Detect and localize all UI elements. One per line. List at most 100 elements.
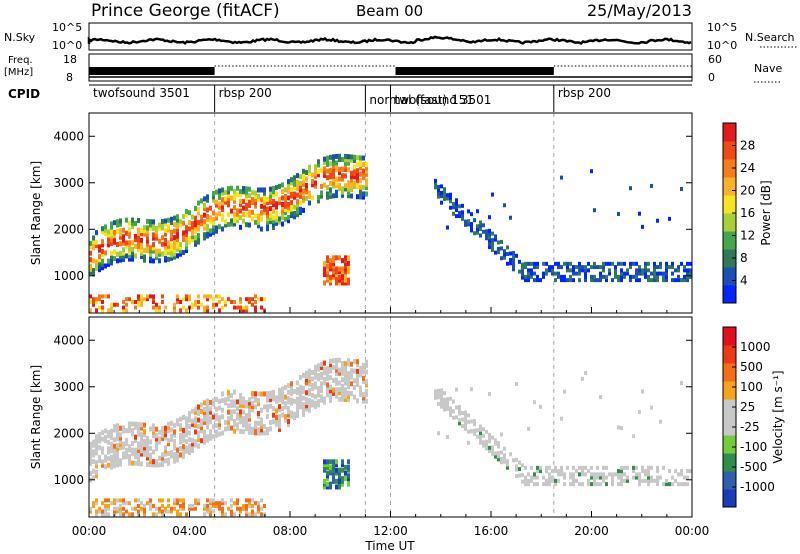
echo-pixel bbox=[584, 265, 587, 270]
echo-pixel bbox=[470, 228, 473, 233]
echo-pixel bbox=[197, 430, 200, 436]
echo-pixel bbox=[113, 509, 116, 514]
echo-pixel bbox=[332, 358, 335, 364]
echo-pixel bbox=[272, 208, 275, 214]
echo-pixel bbox=[92, 258, 95, 264]
echo-pixel bbox=[209, 218, 212, 224]
echo-pixel bbox=[302, 372, 305, 378]
echo-pixel bbox=[170, 236, 173, 242]
echo-pixel bbox=[641, 268, 644, 273]
echo-pixel bbox=[473, 231, 476, 236]
echo-pixel bbox=[254, 308, 257, 313]
echo-pixel bbox=[260, 203, 263, 209]
echo-pixel bbox=[140, 241, 143, 247]
echo-pixel bbox=[182, 431, 185, 437]
echo-pixel bbox=[164, 228, 167, 234]
echo-pixel bbox=[194, 225, 197, 231]
echo-pixel bbox=[641, 465, 644, 470]
echo-pixel bbox=[620, 274, 623, 279]
echo-pixel bbox=[185, 225, 188, 231]
echo-pixel bbox=[365, 178, 368, 184]
echo-pixel bbox=[344, 166, 347, 172]
echo-pixel bbox=[491, 445, 494, 450]
echo-pixel bbox=[539, 278, 542, 283]
echo-pixel bbox=[281, 396, 284, 402]
echo-pixel bbox=[179, 222, 182, 228]
echo-pixel bbox=[440, 391, 443, 396]
echo-pixel bbox=[140, 294, 143, 299]
echo-pixel bbox=[296, 208, 299, 214]
echo-pixel bbox=[434, 392, 437, 397]
echo-pixel bbox=[260, 213, 263, 219]
echo-pixel bbox=[308, 378, 311, 384]
echo-pixel bbox=[137, 299, 140, 304]
echo-pixel bbox=[281, 389, 284, 395]
echo-pixel bbox=[335, 380, 338, 386]
echo-pixel bbox=[356, 378, 359, 384]
echo-pixel bbox=[221, 226, 224, 232]
echo-pixel bbox=[323, 399, 326, 405]
echo-pixel bbox=[449, 413, 452, 418]
echo-pixel bbox=[167, 424, 170, 430]
echo-pixel bbox=[680, 186, 683, 191]
echo-pixel bbox=[266, 219, 269, 225]
echo-pixel bbox=[209, 228, 212, 234]
echo-pixel bbox=[323, 280, 326, 286]
echo-pixel bbox=[299, 397, 302, 403]
echo-pixel bbox=[221, 305, 224, 310]
echo-pixel bbox=[329, 470, 332, 476]
echo-pixel bbox=[353, 358, 356, 364]
echo-pixel bbox=[302, 411, 305, 417]
echo-pixel bbox=[341, 173, 344, 179]
echo-pixel bbox=[101, 252, 104, 258]
echo-pixel bbox=[362, 366, 365, 372]
echo-pixel bbox=[167, 428, 170, 434]
echo-pixel bbox=[311, 399, 314, 405]
echo-pixel bbox=[302, 385, 305, 391]
echo-pixel bbox=[155, 251, 158, 257]
echo-pixel bbox=[671, 278, 674, 283]
echo-pixel bbox=[92, 271, 95, 277]
echo-pixel bbox=[296, 386, 299, 392]
echo-pixel bbox=[242, 186, 245, 192]
echo-pixel bbox=[95, 469, 98, 475]
echo-pixel bbox=[254, 203, 257, 209]
echo-pixel bbox=[557, 478, 560, 483]
echo-pixel bbox=[251, 426, 254, 432]
echo-pixel bbox=[521, 473, 524, 478]
echo-pixel bbox=[212, 220, 215, 226]
echo-pixel bbox=[482, 440, 485, 445]
echo-pixel bbox=[140, 422, 143, 428]
echo-pixel bbox=[245, 202, 248, 208]
echo-pixel bbox=[113, 463, 116, 469]
echo-pixel bbox=[440, 184, 443, 189]
echo-pixel bbox=[332, 258, 335, 264]
echo-pixel bbox=[92, 501, 95, 506]
echo-pixel bbox=[131, 299, 134, 304]
echo-pixel bbox=[347, 180, 350, 186]
echo-pixel bbox=[275, 415, 278, 421]
echo-pixel bbox=[350, 187, 353, 193]
echo-pixel bbox=[218, 224, 221, 230]
echo-pixel bbox=[185, 297, 188, 302]
echo-pixel bbox=[134, 437, 137, 443]
echo-pixel bbox=[95, 450, 98, 456]
echo-pixel bbox=[353, 154, 356, 160]
echo-pixel bbox=[317, 172, 320, 178]
echo-pixel bbox=[182, 503, 185, 508]
echo-pixel bbox=[572, 472, 575, 477]
echo-pixel bbox=[203, 294, 206, 299]
echo-pixel bbox=[338, 357, 341, 363]
echo-pixel bbox=[680, 469, 683, 474]
echo-pixel bbox=[98, 297, 101, 302]
echo-pixel bbox=[242, 199, 245, 205]
echo-pixel bbox=[332, 467, 335, 473]
echo-pixel bbox=[152, 225, 155, 231]
echo-pixel bbox=[623, 472, 626, 477]
echo-pixel bbox=[224, 222, 227, 228]
echo-pixel bbox=[116, 302, 119, 307]
echo-pixel bbox=[230, 498, 233, 503]
echo-pixel bbox=[122, 308, 125, 313]
echo-pixel bbox=[569, 268, 572, 273]
echo-pixel bbox=[164, 506, 167, 511]
